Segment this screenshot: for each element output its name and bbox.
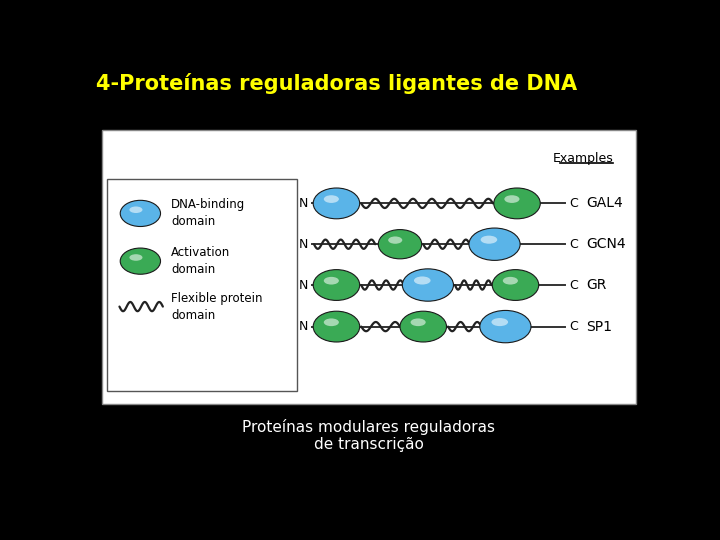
Ellipse shape [503,277,518,285]
Text: Examples: Examples [552,152,613,165]
Ellipse shape [324,277,339,285]
Ellipse shape [313,269,360,300]
Text: GR: GR [586,278,606,292]
Ellipse shape [388,237,402,244]
Text: C: C [570,197,578,210]
Text: C: C [570,279,578,292]
Text: GCN4: GCN4 [586,237,626,251]
Ellipse shape [481,235,498,244]
Ellipse shape [120,248,161,274]
Text: Activation
domain: Activation domain [171,246,230,276]
Text: C: C [570,238,578,251]
Text: Flexible protein
domain: Flexible protein domain [171,292,263,322]
Ellipse shape [324,319,339,326]
Bar [102,130,636,403]
Ellipse shape [402,269,454,301]
Text: N: N [298,197,307,210]
Text: N: N [298,238,307,251]
Ellipse shape [130,254,143,261]
Ellipse shape [492,318,508,326]
Text: DNA-binding
domain: DNA-binding domain [171,198,246,228]
Ellipse shape [414,276,431,285]
Bar [107,179,297,390]
Ellipse shape [494,188,540,219]
Ellipse shape [120,200,161,226]
Ellipse shape [410,319,426,326]
Ellipse shape [504,195,519,203]
Ellipse shape [324,195,339,203]
Ellipse shape [313,188,360,219]
Text: GAL4: GAL4 [586,197,623,211]
Ellipse shape [130,206,143,213]
Text: SP1: SP1 [586,320,612,334]
Ellipse shape [378,230,422,259]
Ellipse shape [492,269,539,300]
Ellipse shape [480,310,531,343]
Text: 4-Proteínas reguladoras ligantes de DNA: 4-Proteínas reguladoras ligantes de DNA [96,72,577,93]
Ellipse shape [400,311,446,342]
Text: N: N [298,320,307,333]
Ellipse shape [313,311,360,342]
Text: C: C [570,320,578,333]
Ellipse shape [469,228,520,260]
Text: Proteínas modulares reguladoras
de transcrição: Proteínas modulares reguladoras de trans… [243,419,495,453]
Text: N: N [298,279,307,292]
